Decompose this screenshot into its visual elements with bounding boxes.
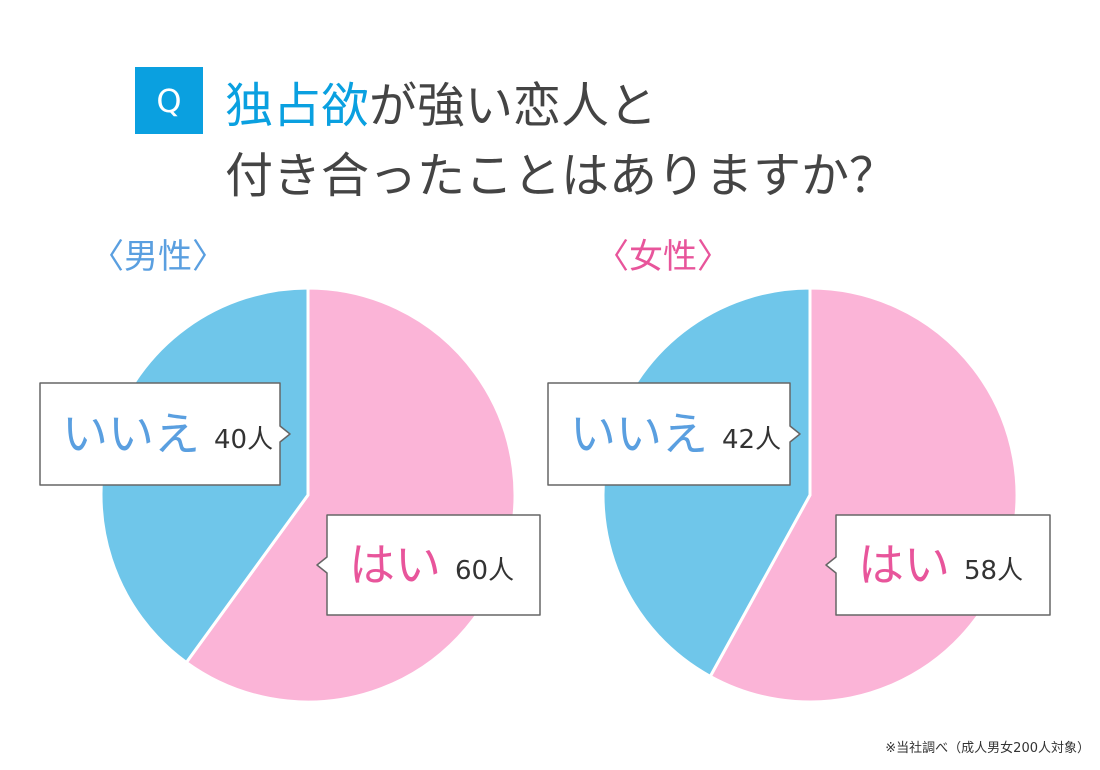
- callout-box: [39, 382, 291, 486]
- title-line-1: 独占欲が強い恋人と: [225, 78, 657, 134]
- category-label: いいえ: [570, 407, 708, 461]
- callout-box: [316, 514, 541, 616]
- q-label: Q: [156, 82, 181, 120]
- value-label: 42人: [722, 425, 781, 455]
- callout-box: [547, 382, 801, 486]
- title-line-2: 付き合ったことはありますか？: [225, 148, 897, 204]
- footnote: ※当社調べ（成人男女200人対象）: [885, 740, 1090, 756]
- title-highlight: 独占欲: [225, 78, 369, 134]
- category-label: はい: [349, 538, 441, 592]
- value-label: 60人: [455, 556, 514, 586]
- chart-title: 〈男性〉: [90, 237, 226, 277]
- chart-title: 〈女性〉: [595, 237, 731, 277]
- category-label: はい: [858, 538, 950, 592]
- callout-box: [825, 514, 1051, 616]
- value-label: 58人: [964, 556, 1023, 586]
- q-badge: [135, 67, 203, 134]
- value-label: 40人: [214, 425, 273, 455]
- category-label: いいえ: [62, 407, 200, 461]
- title-text: が強い恋人と: [369, 78, 657, 134]
